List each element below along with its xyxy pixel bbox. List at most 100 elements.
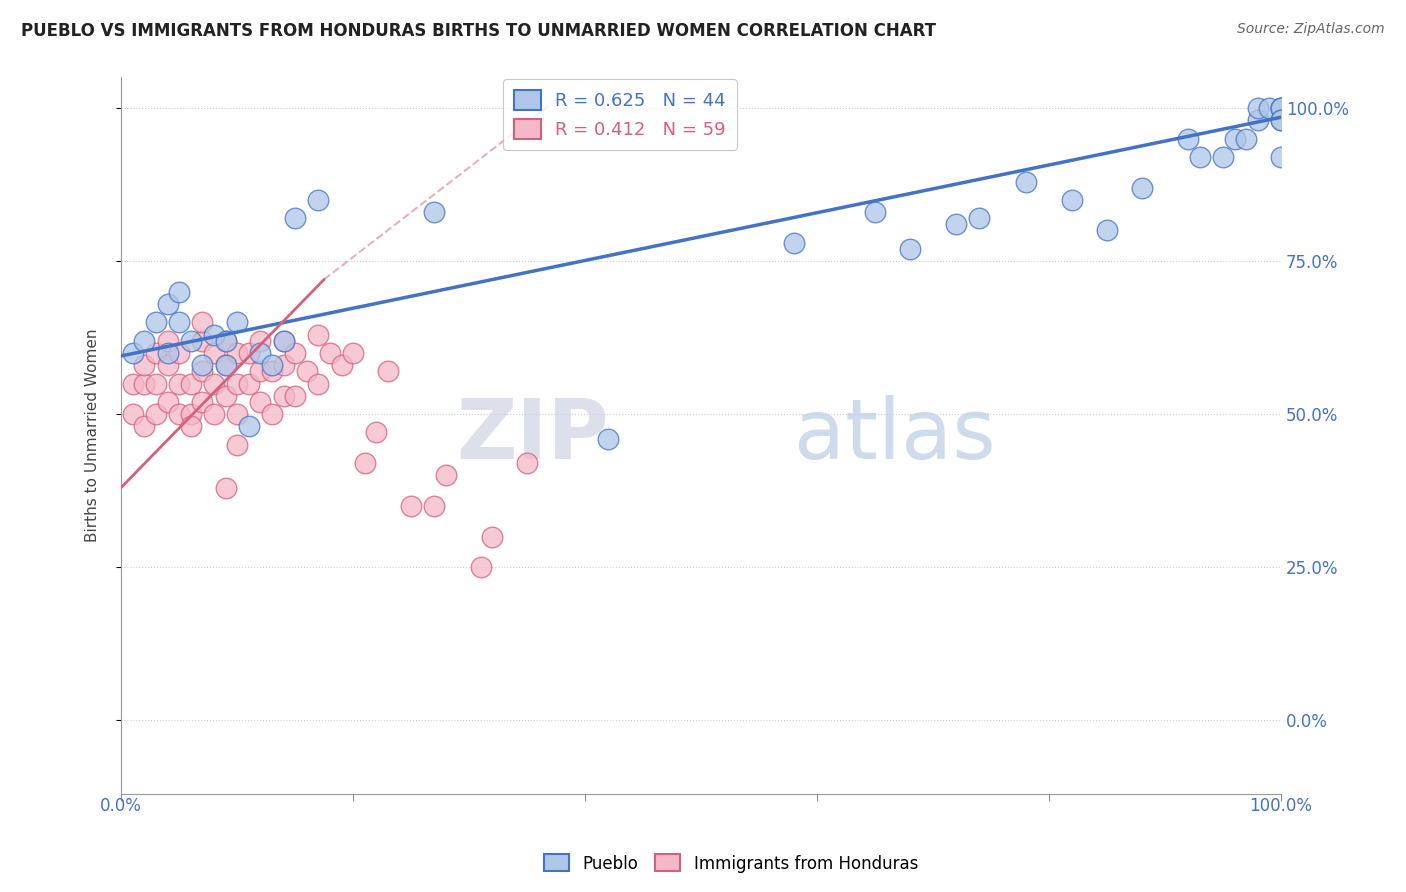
Point bbox=[121, 346, 143, 360]
Y-axis label: Births to Unmarried Women: Births to Unmarried Women bbox=[86, 329, 100, 542]
Point bbox=[284, 346, 307, 360]
Point bbox=[134, 334, 156, 348]
Point bbox=[238, 376, 260, 391]
Point bbox=[273, 334, 295, 348]
Point bbox=[134, 376, 156, 391]
Point bbox=[273, 334, 295, 348]
Point bbox=[238, 419, 260, 434]
Point bbox=[260, 407, 283, 421]
Point bbox=[167, 285, 190, 299]
Point bbox=[191, 364, 214, 378]
Point bbox=[898, 242, 921, 256]
Point bbox=[598, 432, 620, 446]
Point bbox=[1270, 150, 1292, 164]
Text: 100.0%: 100.0% bbox=[1250, 797, 1312, 814]
Text: PUEBLO VS IMMIGRANTS FROM HONDURAS BIRTHS TO UNMARRIED WOMEN CORRELATION CHART: PUEBLO VS IMMIGRANTS FROM HONDURAS BIRTH… bbox=[21, 22, 936, 40]
Point bbox=[214, 389, 236, 403]
Point bbox=[284, 211, 307, 226]
Point bbox=[470, 560, 492, 574]
Point bbox=[180, 376, 202, 391]
Point bbox=[1015, 174, 1038, 188]
Point bbox=[180, 334, 202, 348]
Point bbox=[1234, 131, 1257, 145]
Point bbox=[423, 499, 446, 513]
Point bbox=[121, 376, 143, 391]
Point bbox=[945, 218, 967, 232]
Point bbox=[202, 346, 225, 360]
Point bbox=[226, 407, 249, 421]
Text: atlas: atlas bbox=[794, 395, 995, 476]
Point bbox=[226, 438, 249, 452]
Point bbox=[342, 346, 364, 360]
Point bbox=[202, 327, 225, 342]
Point bbox=[366, 425, 388, 440]
Point bbox=[134, 419, 156, 434]
Point bbox=[1270, 113, 1292, 128]
Point bbox=[214, 481, 236, 495]
Point bbox=[180, 407, 202, 421]
Point bbox=[249, 334, 271, 348]
Point bbox=[423, 205, 446, 219]
Point bbox=[145, 376, 167, 391]
Point bbox=[399, 499, 422, 513]
Point bbox=[783, 235, 806, 250]
Point bbox=[284, 389, 307, 403]
Point bbox=[1270, 101, 1292, 115]
Point bbox=[319, 346, 342, 360]
Point bbox=[1247, 113, 1270, 128]
Point bbox=[145, 346, 167, 360]
Point bbox=[307, 376, 329, 391]
Point bbox=[1258, 101, 1281, 115]
Point bbox=[307, 193, 329, 207]
Point bbox=[156, 395, 179, 409]
Point bbox=[1270, 113, 1292, 128]
Point bbox=[1270, 101, 1292, 115]
Text: Source: ZipAtlas.com: Source: ZipAtlas.com bbox=[1237, 22, 1385, 37]
Point bbox=[481, 529, 503, 543]
Point bbox=[167, 407, 190, 421]
Point bbox=[156, 346, 179, 360]
Point bbox=[226, 346, 249, 360]
Point bbox=[1062, 193, 1084, 207]
Point bbox=[226, 376, 249, 391]
Text: ZIP: ZIP bbox=[456, 395, 609, 476]
Point bbox=[1212, 150, 1234, 164]
Point bbox=[214, 334, 236, 348]
Point bbox=[249, 395, 271, 409]
Point bbox=[191, 395, 214, 409]
Point bbox=[260, 358, 283, 372]
Point bbox=[202, 376, 225, 391]
Point bbox=[214, 334, 236, 348]
Point bbox=[307, 327, 329, 342]
Point bbox=[214, 358, 236, 372]
Point bbox=[273, 389, 295, 403]
Point bbox=[969, 211, 991, 226]
Point bbox=[191, 334, 214, 348]
Point bbox=[167, 376, 190, 391]
Point bbox=[1188, 150, 1211, 164]
Point bbox=[863, 205, 886, 219]
Point bbox=[1095, 223, 1118, 237]
Point bbox=[145, 407, 167, 421]
Point bbox=[1177, 131, 1199, 145]
Point bbox=[1223, 131, 1246, 145]
Text: 0.0%: 0.0% bbox=[100, 797, 142, 814]
Point bbox=[1270, 101, 1292, 115]
Point bbox=[273, 358, 295, 372]
Legend: R = 0.625   N = 44, R = 0.412   N = 59: R = 0.625 N = 44, R = 0.412 N = 59 bbox=[503, 79, 737, 150]
Point bbox=[134, 358, 156, 372]
Point bbox=[167, 315, 190, 329]
Point bbox=[156, 297, 179, 311]
Point bbox=[1130, 180, 1153, 194]
Point bbox=[191, 358, 214, 372]
Point bbox=[295, 364, 318, 378]
Point bbox=[121, 407, 143, 421]
Point bbox=[214, 358, 236, 372]
Point bbox=[260, 364, 283, 378]
Point bbox=[238, 346, 260, 360]
Point bbox=[1247, 101, 1270, 115]
Point bbox=[156, 334, 179, 348]
Point bbox=[434, 468, 457, 483]
Legend: Pueblo, Immigrants from Honduras: Pueblo, Immigrants from Honduras bbox=[537, 847, 925, 880]
Point bbox=[353, 456, 375, 470]
